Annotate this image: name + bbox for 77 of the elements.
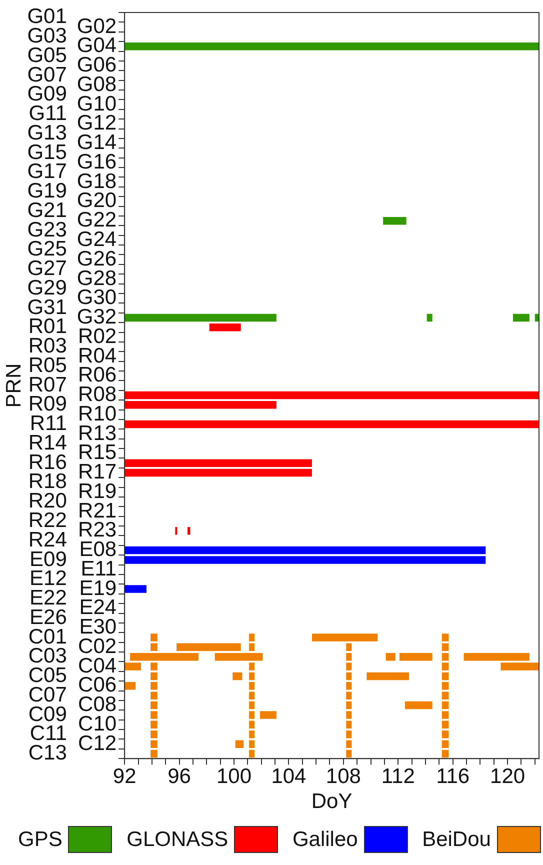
bar xyxy=(176,643,241,652)
bar xyxy=(150,720,158,729)
bar xyxy=(124,420,539,428)
bar xyxy=(249,701,255,710)
bar xyxy=(124,662,141,670)
x-tick-label: 116 xyxy=(436,764,470,788)
bar xyxy=(399,652,432,661)
x-tick-label: 108 xyxy=(326,764,361,788)
legend-label: BeiDou xyxy=(422,828,491,852)
bar xyxy=(404,701,432,710)
bar xyxy=(442,634,449,642)
bar xyxy=(124,391,539,400)
bar xyxy=(366,672,410,680)
legend-label: GPS xyxy=(18,828,62,852)
x-tick-label: 100 xyxy=(216,764,252,788)
bar xyxy=(249,643,255,652)
x-tick-label: 112 xyxy=(381,764,415,788)
bar xyxy=(150,701,158,710)
bar xyxy=(442,672,449,680)
bar xyxy=(124,546,486,554)
bar xyxy=(442,643,449,652)
bar xyxy=(249,662,255,670)
bar xyxy=(346,643,352,652)
bar xyxy=(150,711,158,719)
bar xyxy=(150,750,158,758)
bar xyxy=(249,634,255,642)
bar xyxy=(442,720,449,729)
bar xyxy=(124,459,312,467)
bar xyxy=(513,314,530,322)
bar xyxy=(386,652,396,661)
x-axis-title: DoY xyxy=(311,790,352,814)
legend-label: GLONASS xyxy=(126,828,228,852)
bar xyxy=(249,720,255,729)
bar xyxy=(312,634,378,642)
bar xyxy=(442,711,449,719)
bar xyxy=(442,662,449,670)
bar xyxy=(426,314,432,322)
bar xyxy=(124,556,486,564)
bar xyxy=(150,634,158,642)
x-tick-label: 96 xyxy=(168,764,191,788)
bar xyxy=(500,662,539,670)
bar xyxy=(346,701,352,710)
bar xyxy=(150,662,158,670)
x-tick-label: 120 xyxy=(490,764,526,788)
bar xyxy=(130,652,198,661)
bar xyxy=(124,468,312,477)
bar xyxy=(188,527,190,535)
x-tick-label: 92 xyxy=(112,764,136,788)
bar xyxy=(346,711,352,719)
legend-label: Galileo xyxy=(292,828,358,852)
bar xyxy=(124,682,136,690)
bar xyxy=(346,672,352,680)
bar xyxy=(346,652,352,661)
bar xyxy=(249,711,255,719)
bar xyxy=(383,216,406,225)
x-tick-label: 104 xyxy=(271,764,307,788)
bar xyxy=(124,42,539,50)
bar xyxy=(260,711,276,719)
bar xyxy=(346,750,352,758)
bar xyxy=(124,585,146,593)
bar xyxy=(442,701,449,710)
bar xyxy=(464,652,530,661)
bar xyxy=(214,652,263,661)
bar xyxy=(346,720,352,729)
bar xyxy=(150,643,158,652)
bar xyxy=(249,750,255,758)
bar xyxy=(124,314,276,322)
bar xyxy=(346,662,352,670)
bar xyxy=(232,672,242,680)
bar xyxy=(235,740,244,748)
bar xyxy=(249,672,255,680)
bar xyxy=(150,672,158,680)
y-axis-title: PRN xyxy=(2,363,26,408)
bar xyxy=(442,750,449,758)
bar xyxy=(442,652,449,661)
bar xyxy=(124,401,276,409)
bar xyxy=(209,324,241,332)
